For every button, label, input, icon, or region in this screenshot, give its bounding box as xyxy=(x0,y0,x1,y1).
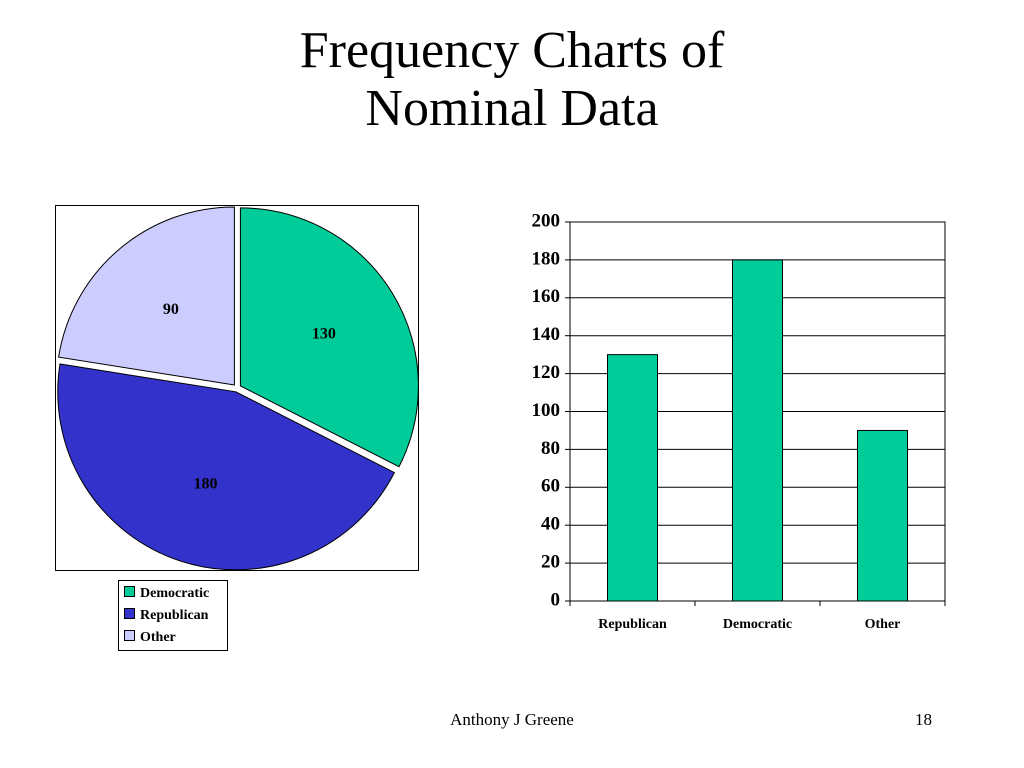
pie-slice-other xyxy=(58,206,235,386)
bar-other xyxy=(857,429,908,602)
legend-swatch-other xyxy=(124,630,135,641)
y-tick-label: 140 xyxy=(532,324,561,345)
pie-data-label: 90 xyxy=(163,301,179,318)
y-tick-label: 20 xyxy=(541,551,560,572)
pie-chart: 130 180 90 xyxy=(57,206,418,570)
pie-data-label: 180 xyxy=(194,476,218,493)
page-number: 18 xyxy=(915,710,932,729)
pie-data-label: 130 xyxy=(312,325,336,342)
y-tick-label: 100 xyxy=(532,400,561,421)
legend-swatch-republican xyxy=(124,608,135,619)
legend-label: Republican xyxy=(140,608,209,623)
x-tick-label: Other xyxy=(865,617,901,632)
y-tick-label: 60 xyxy=(541,476,560,497)
y-tick-label: 160 xyxy=(532,286,561,307)
y-tick-label: 120 xyxy=(532,362,561,383)
y-tick-label: 0 xyxy=(551,589,561,610)
legend-item-other: Other xyxy=(124,627,227,649)
x-tick-label: Democratic xyxy=(723,617,792,632)
legend-item-republican: Republican xyxy=(124,605,227,627)
bar-chart: 0 20 40 60 80 100 120 140 160 180 200 Republican Dem… xyxy=(532,210,946,632)
y-tick-label: 80 xyxy=(541,438,560,459)
legend-item-democratic: Democratic xyxy=(124,583,227,605)
pie-slice-republican xyxy=(57,363,396,570)
legend-swatch-democratic xyxy=(124,586,135,597)
footer-author: Anthony J Greene xyxy=(450,710,574,729)
pie-slice-democratic xyxy=(239,207,418,468)
legend-label: Other xyxy=(140,630,176,645)
y-tick-label: 40 xyxy=(541,514,560,535)
y-tick-label: 180 xyxy=(532,248,561,269)
pie-legend: Democratic Republican Other xyxy=(118,580,228,651)
bar-democratic xyxy=(732,259,783,602)
bar-republican xyxy=(607,354,658,602)
legend-label: Democratic xyxy=(140,586,210,601)
slide-title: Frequency Charts of Nominal Data xyxy=(0,22,1024,138)
title-line-1: Frequency Charts of xyxy=(299,22,725,79)
pie-chart-frame: 130 180 90 xyxy=(55,205,419,571)
y-tick-label: 200 xyxy=(532,210,561,231)
title-line-2: Nominal Data xyxy=(365,80,659,137)
x-tick-label: Republican xyxy=(598,617,667,632)
